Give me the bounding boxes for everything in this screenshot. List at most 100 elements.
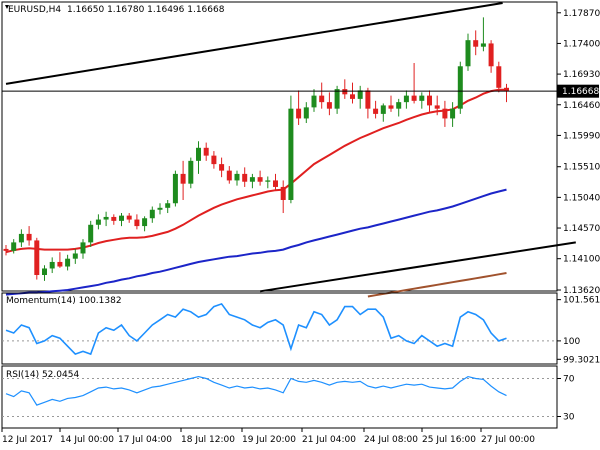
price-pane-frame: [1, 1, 558, 292]
candle: [342, 79, 348, 99]
time-tick-label: 12 Jul 2017: [2, 435, 53, 445]
candle: [80, 239, 86, 259]
price-tick-label: 1.15040: [563, 193, 600, 203]
candle-body: [249, 177, 255, 182]
candle: [273, 173, 278, 191]
rsi-title: RSI(14) 52.0454: [6, 370, 79, 380]
candle: [142, 216, 148, 232]
candle: [480, 17, 486, 52]
candle: [65, 254, 71, 271]
candle-body: [188, 160, 194, 184]
candle-body: [450, 108, 456, 119]
candle-body: [403, 95, 409, 103]
candle-body: [488, 43, 494, 67]
rsi-line-group: [5, 375, 507, 406]
candle-body: [57, 261, 63, 267]
time-tick-label: 25 Jul 16:00: [422, 435, 476, 445]
candle-body: [149, 209, 155, 219]
candle-body: [134, 219, 140, 227]
candle: [234, 170, 240, 186]
momentum-line: [5, 302, 507, 356]
candle-body: [273, 180, 278, 187]
candle-body: [311, 95, 317, 108]
candle-body: [480, 43, 486, 47]
candle: [457, 61, 463, 114]
momentum-line-group: [5, 302, 507, 356]
candle: [403, 90, 409, 109]
candle: [296, 90, 302, 125]
candle-body: [180, 173, 186, 184]
ohlc-readout: 1.16650 1.16780 1.16496 1.16668: [67, 5, 225, 15]
candle-body: [165, 203, 171, 208]
candle: [95, 214, 101, 230]
candle: [496, 61, 502, 93]
candle-body: [303, 107, 309, 119]
candle-body: [350, 94, 355, 99]
candle: [126, 213, 132, 223]
candle-body: [126, 215, 132, 220]
candle: [419, 92, 425, 109]
candle-body: [119, 215, 124, 221]
candle: [88, 220, 94, 247]
momentum-y-axis: 101.5615 100 99.3021: [2, 296, 600, 365]
candle-body: [80, 242, 86, 254]
candle-body: [326, 102, 332, 109]
candle-body: [11, 242, 17, 251]
candle: [103, 211, 109, 227]
rsi-pane-frame: [1, 365, 558, 429]
candle-body: [388, 105, 394, 109]
candle: [203, 142, 209, 161]
candle-body: [319, 95, 325, 103]
collapse-triangle-icon[interactable]: [5, 5, 9, 9]
moving-average-line: [5, 188, 507, 296]
candle: [157, 203, 163, 215]
candle: [365, 87, 371, 119]
candle: [249, 173, 255, 189]
candle: [380, 103, 386, 122]
candle-body: [257, 177, 263, 182]
momentum-title: Momentum(14) 100.1382: [6, 296, 122, 306]
symbol-title: EURUSD,H4: [8, 5, 61, 15]
time-tick-label: 24 Jul 08:00: [364, 435, 418, 445]
candle: [165, 199, 171, 214]
candle-body: [265, 180, 271, 182]
candle-body: [280, 186, 286, 200]
momentum-pane[interactable]: 101.5615 100 99.3021 Momentum(14) 100.1382: [1, 292, 600, 365]
candle: [226, 166, 232, 184]
candle: [57, 252, 63, 268]
time-tick-label: 19 Jul 20:00: [242, 435, 296, 445]
price-tick-label: 1.17400: [563, 39, 600, 49]
candle: [172, 170, 178, 207]
candle-body: [504, 87, 509, 92]
momentum-pane-frame: [1, 292, 558, 365]
momentum-tick-label: 100: [563, 337, 580, 347]
time-tick-label: 18 Jul 12:00: [181, 435, 235, 445]
candle: [42, 265, 47, 281]
price-y-axis: 1.17870 1.17400 1.16930 1.16460 1.15990 1.155…: [557, 9, 600, 296]
candle: [211, 151, 217, 169]
candle-body: [49, 261, 55, 269]
candle: [134, 214, 140, 230]
trendline: [5, 2, 503, 85]
candle-body: [427, 95, 432, 106]
rsi-pane[interactable]: 70 30 RSI(14) 52.0454: [1, 365, 575, 429]
candle: [18, 229, 24, 247]
rsi-y-axis: 70 30: [2, 375, 575, 423]
price-tick-label: 1.17870: [563, 9, 600, 19]
candle-body: [203, 147, 209, 156]
candle-body: [373, 108, 379, 114]
candle: [188, 157, 194, 189]
candle-body: [95, 219, 101, 225]
candle: [434, 95, 440, 116]
rsi-tick-label: 30: [563, 413, 575, 423]
candle-body: [411, 95, 417, 101]
candle: [319, 82, 325, 109]
candle: [334, 85, 340, 114]
candle: [11, 239, 17, 254]
time-tick-label: 17 Jul 04:00: [118, 435, 172, 445]
candle: [303, 102, 309, 124]
candle-body: [18, 233, 24, 243]
candle: [49, 257, 55, 274]
candle: [257, 170, 263, 186]
